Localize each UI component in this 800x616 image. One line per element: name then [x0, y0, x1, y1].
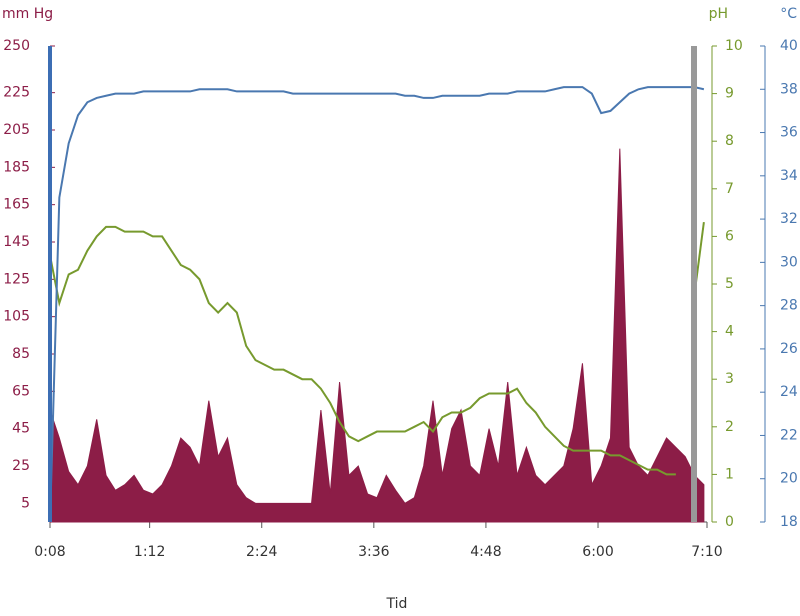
y-tick-label: 0: [725, 514, 734, 530]
y-tick-label: 20: [780, 471, 798, 487]
y-tick-label: 185: [3, 159, 30, 175]
pressure-area: [49, 148, 705, 523]
y-tick-label: 145: [3, 234, 30, 250]
y-axis-title: °C: [780, 6, 797, 22]
y-tick-label: 45: [12, 421, 30, 437]
y-tick-label: 7: [725, 181, 734, 197]
y-tick-label: 34: [780, 168, 798, 184]
y-tick-label: 1: [725, 466, 734, 482]
y-tick-label: 85: [12, 346, 30, 362]
y-tick-label: 24: [780, 384, 798, 400]
y-tick-label: 6: [725, 228, 734, 244]
y-tick-label: 250: [3, 38, 30, 54]
y-tick-label: 18: [780, 514, 798, 530]
y-tick-label: 22: [780, 427, 798, 443]
y-tick-label: 105: [3, 309, 30, 325]
y-tick-label: 26: [780, 341, 798, 357]
y-tick-label: 32: [780, 211, 798, 227]
y-tick-label: 28: [780, 298, 798, 314]
y-axis-title: pH: [709, 6, 728, 22]
y-tick-label: 25: [12, 458, 30, 474]
y-tick-label: 9: [725, 86, 734, 102]
y-tick-label: 3: [725, 371, 734, 387]
x-tick-label: 3:36: [358, 544, 390, 560]
x-tick-label: 6:00: [582, 544, 613, 560]
y-tick-label: 205: [3, 122, 30, 138]
end-marker: [691, 46, 697, 522]
y-tick-label: 30: [780, 254, 798, 270]
y-tick-label: 10: [725, 38, 743, 54]
x-tick-label: 0:08: [34, 544, 65, 560]
start-marker: [48, 46, 52, 522]
series-line: [49, 225, 676, 476]
y-tick-label: 125: [3, 271, 30, 287]
y-tick-label: 65: [12, 383, 30, 399]
y-axis-title: mm Hg: [2, 6, 53, 22]
y-tick-label: 5: [21, 495, 30, 511]
x-tick-label: 4:48: [470, 544, 501, 560]
y-tick-label: 5: [725, 276, 734, 292]
x-axis-label: Tid: [386, 596, 408, 612]
y-tick-label: 8: [725, 133, 734, 149]
y-tick-label: 36: [780, 125, 798, 141]
x-tick-label: 2:24: [246, 544, 278, 560]
x-tick-label: 7:10: [691, 544, 722, 560]
y-tick-label: 225: [3, 85, 30, 101]
y-tick-label: 2: [725, 419, 734, 435]
y-tick-label: 4: [725, 324, 734, 340]
x-tick-label: 1:12: [134, 544, 165, 560]
series-line: [49, 86, 705, 523]
y-tick-label: 38: [780, 81, 798, 97]
y-tick-label: 40: [780, 38, 798, 54]
y-tick-label: 165: [3, 197, 30, 213]
